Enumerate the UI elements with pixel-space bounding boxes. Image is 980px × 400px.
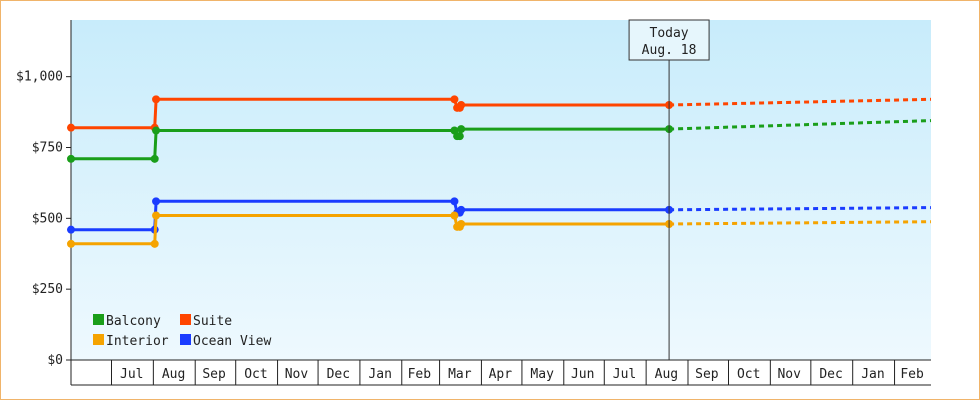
legend-label: Balcony <box>106 314 161 329</box>
forecast-line <box>669 206 932 212</box>
today-box <box>628 19 710 61</box>
forecast-line <box>669 97 932 107</box>
x-tick-label: Jan <box>368 367 391 382</box>
data-point <box>150 154 159 163</box>
x-tick-label: Oct <box>244 367 267 382</box>
series-interior <box>67 211 932 248</box>
legend-label: Suite <box>193 314 232 329</box>
x-axis: Jul Aug Sep Oct Nov Dec Jan Feb Mar Apr May Jun Jul A… <box>70 359 931 386</box>
x-tick-label: Dec <box>819 367 842 382</box>
y-tick-label: $500 <box>32 211 63 226</box>
data-point <box>450 211 459 220</box>
data-point <box>152 95 161 104</box>
data-point <box>67 239 75 248</box>
data-point <box>457 220 466 228</box>
x-tick-label: Jul <box>613 367 636 382</box>
series-lines <box>67 95 932 248</box>
forecast-line <box>669 220 932 226</box>
y-tick-label: $250 <box>32 282 63 297</box>
legend-label: Ocean View <box>193 334 271 349</box>
data-point <box>67 225 75 234</box>
data-point <box>67 154 75 163</box>
y-tick-label: $750 <box>32 141 63 156</box>
data-point <box>457 205 466 214</box>
x-tick-label: Apr <box>489 367 513 382</box>
series-balcony <box>67 119 932 163</box>
today-date-label: Aug. 18 <box>642 43 697 58</box>
x-tick-label: Aug <box>162 367 185 382</box>
data-point <box>152 197 161 206</box>
legend-swatch <box>93 334 104 345</box>
y-tick-label: $1,000 <box>16 70 63 85</box>
forecast-line <box>669 119 932 131</box>
x-tick-label: Dec <box>327 367 350 382</box>
legend-swatch <box>93 314 104 325</box>
x-tick-label: Jun <box>571 367 594 382</box>
x-tick-label: Mar <box>448 367 472 382</box>
x-tick-label: Nov <box>777 367 801 382</box>
x-tick-label: Nov <box>285 367 309 382</box>
data-point <box>150 239 159 248</box>
x-tick-label: May <box>530 367 554 382</box>
data-point <box>152 211 161 220</box>
x-tick-label: Jul <box>120 367 143 382</box>
y-tick-label: $0 <box>47 353 63 368</box>
today-label: Today <box>650 26 689 41</box>
x-tick-label: Feb <box>408 367 432 382</box>
x-tick-label: Sep <box>202 367 226 382</box>
legend-swatch <box>180 314 191 325</box>
data-point <box>455 132 464 141</box>
data-point <box>450 95 459 104</box>
plot-area <box>71 20 931 360</box>
data-point <box>67 123 75 132</box>
x-tick-label: Jan <box>861 367 884 382</box>
x-tick-label: Oct <box>737 367 760 382</box>
y-axis: $0 $250 $500 $750 $1,000 <box>16 20 72 368</box>
legend-swatch <box>180 334 191 345</box>
data-point <box>450 197 459 206</box>
x-tick-label: Aug <box>655 367 678 382</box>
data-point <box>457 101 466 109</box>
data-point <box>457 125 466 134</box>
today-marker: Today Aug. 18 <box>628 19 710 360</box>
x-tick-label: Feb <box>900 367 924 382</box>
data-point <box>152 126 161 135</box>
x-tick-label: Sep <box>695 367 719 382</box>
legend: Balcony Suite Interior Ocean View <box>93 314 271 349</box>
legend-label: Interior <box>106 334 169 349</box>
